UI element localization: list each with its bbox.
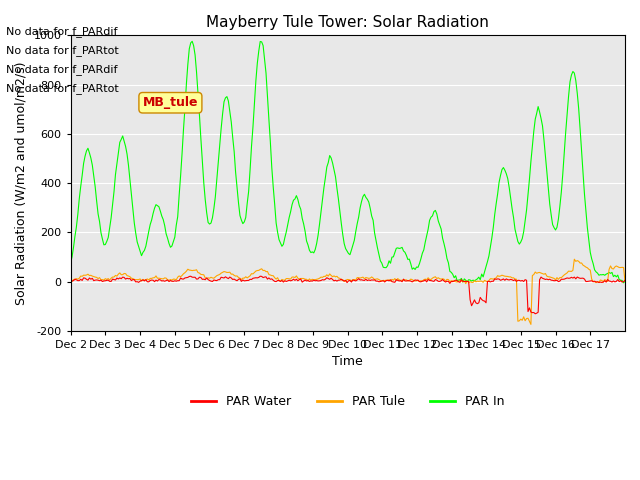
PAR Tule (527, 322, 535, 327)
Legend: PAR Water, PAR Tule, PAR In: PAR Water, PAR Tule, PAR In (186, 390, 509, 413)
PAR Tule (620, 264, 627, 270)
Y-axis label: Solar Radiation (W/m2 and umol/m2/s): Solar Radiation (W/m2 and umol/m2/s) (15, 61, 28, 305)
PAR Water (353, 277, 361, 283)
Line: PAR Tule: PAR Tule (70, 259, 625, 324)
PAR Tule (546, 274, 554, 280)
PAR Water (257, 273, 264, 279)
PAR In (463, 278, 471, 284)
PAR Tule (621, 278, 629, 284)
PAR In (621, 278, 629, 284)
PAR In (86, 150, 93, 156)
PAR In (546, 201, 554, 207)
Text: MB_tule: MB_tule (143, 96, 198, 109)
PAR In (188, 38, 196, 44)
PAR In (620, 280, 627, 286)
Text: No data for f_PARtot: No data for f_PARtot (6, 45, 119, 56)
Title: Mayberry Tule Tower: Solar Radiation: Mayberry Tule Tower: Solar Radiation (206, 15, 489, 30)
PAR Water (103, 277, 111, 283)
PAR Tule (570, 256, 578, 262)
X-axis label: Time: Time (332, 355, 363, 369)
PAR Tule (86, 273, 93, 278)
Text: No data for f_PARdif: No data for f_PARdif (6, 25, 118, 36)
Line: PAR In: PAR In (70, 41, 625, 283)
PAR In (103, 239, 111, 244)
PAR Water (621, 277, 629, 283)
PAR Tule (103, 276, 111, 282)
PAR In (67, 260, 74, 266)
PAR Water (531, 311, 539, 317)
Text: No data for f_PARdif: No data for f_PARdif (6, 64, 118, 75)
PAR Tule (67, 278, 74, 284)
PAR Water (86, 275, 93, 281)
PAR Water (463, 278, 471, 284)
PAR Tule (462, 281, 470, 287)
PAR Water (547, 277, 555, 283)
PAR Water (67, 279, 74, 285)
PAR Water (620, 279, 627, 285)
PAR Tule (352, 277, 360, 283)
PAR In (618, 277, 626, 283)
Line: PAR Water: PAR Water (70, 276, 625, 314)
PAR In (353, 221, 361, 227)
Text: No data for f_PARtot: No data for f_PARtot (6, 83, 119, 94)
